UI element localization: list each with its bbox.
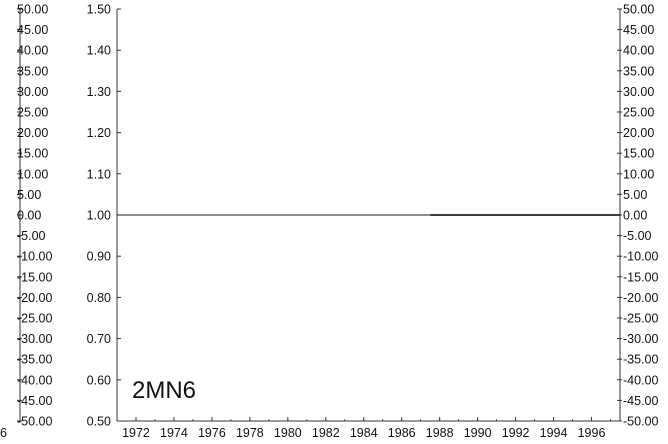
x-tick-label: 1974: [160, 426, 188, 440]
right-tick-label: -10.00: [623, 250, 658, 264]
x-tick-label: 1988: [426, 426, 454, 440]
x-tick-label: 1978: [236, 426, 264, 440]
x-axis: 1972 1974 1976 1978 1980 1982 1984 1986 1988 1990…: [116, 417, 620, 440]
left-outer-tick-label: -20.00: [17, 291, 52, 305]
right-tick-label: 0.00: [623, 209, 647, 223]
left-outer-tick-label: 0.00: [17, 209, 41, 223]
right-tick-label: 15.00: [623, 147, 654, 161]
left-outer-tick-label: 50.00: [17, 3, 48, 17]
left-outer-tick-label: -50.00: [17, 415, 52, 429]
right-tick-label: 45.00: [623, 23, 654, 37]
x-tick-label: 1976: [198, 426, 226, 440]
right-tick-label: 25.00: [623, 106, 654, 120]
left-outer-tick-label: 25.00: [17, 106, 48, 120]
left-outer-tick-label: -10.00: [17, 250, 52, 264]
x-tick-label: 1992: [502, 426, 530, 440]
left-outer-tick-label: 35.00: [17, 64, 48, 78]
right-tick-label: 50.00: [623, 3, 654, 17]
right-tick-label: 20.00: [623, 126, 654, 140]
right-tick-label: 30.00: [623, 85, 654, 99]
right-tick-label: 35.00: [623, 64, 654, 78]
left-inner-tick-label: 1.50: [87, 3, 111, 17]
right-axis: 50.00 45.00 40.00 35.00 30.00 25.00 20.00 15.00…: [617, 3, 658, 429]
right-tick-label: -35.00: [623, 353, 658, 367]
right-tick-label: 40.00: [623, 44, 654, 58]
x-tick-label: 1986: [388, 426, 416, 440]
left-outer-tick-label: 30.00: [17, 85, 48, 99]
left-inner-tick-label: 1.40: [87, 44, 111, 58]
left-outer-tick-label: -25.00: [17, 312, 52, 326]
right-tick-label: -40.00: [623, 373, 658, 387]
edge-glyph: 6: [0, 426, 7, 440]
x-tick-label: 1972: [122, 426, 150, 440]
left-inner-tick-label: 1.00: [87, 209, 111, 223]
left-outer-tick-label: 5.00: [17, 188, 41, 202]
right-tick-label: -45.00: [623, 394, 658, 408]
right-tick-label: 5.00: [623, 188, 647, 202]
left-outer-tick-label: -45.00: [17, 394, 52, 408]
left-inner-tick-label: 0.80: [87, 291, 111, 305]
x-tick-label: 1994: [540, 426, 568, 440]
x-tick-label: 1996: [578, 426, 606, 440]
left-outer-axis: 50.00 45.00 40.00 35.00 30.00 25.00 20.00 15.00…: [17, 3, 52, 429]
left-outer-tick-label: 10.00: [17, 167, 48, 181]
left-outer-tick-label: -15.00: [17, 270, 52, 284]
right-tick-label: -5.00: [623, 229, 652, 243]
left-inner-tick-label: 0.60: [87, 373, 111, 387]
right-tick-label: -50.00: [623, 415, 658, 429]
left-outer-tick-label: 45.00: [17, 23, 48, 37]
left-outer-tick-label: -30.00: [17, 332, 52, 346]
left-outer-tick-label: 20.00: [17, 126, 48, 140]
x-tick-label: 1982: [312, 426, 340, 440]
left-outer-tick-label: 15.00: [17, 147, 48, 161]
right-tick-label: -30.00: [623, 332, 658, 346]
right-tick-label: 10.00: [623, 167, 654, 181]
left-inner-tick-label: 0.90: [87, 250, 111, 264]
right-tick-label: -15.00: [623, 270, 658, 284]
left-outer-tick-label: 40.00: [17, 44, 48, 58]
left-outer-tick-label: -35.00: [17, 353, 52, 367]
left-inner-tick-label: 1.10: [87, 167, 111, 181]
left-outer-tick-label: -40.00: [17, 373, 52, 387]
left-inner-tick-label: 1.20: [87, 126, 111, 140]
x-tick-label: 1984: [350, 426, 378, 440]
right-tick-label: -20.00: [623, 291, 658, 305]
station-label: 2MN6: [132, 377, 196, 404]
left-inner-axis: 1.50 1.40 1.30 1.20 1.10 1.00 0.90 0.80 0.70 0.60…: [87, 3, 121, 429]
left-outer-tick-label: -5.00: [17, 229, 46, 243]
left-inner-tick-label: 0.50: [87, 415, 111, 429]
left-inner-tick-label: 0.70: [87, 332, 111, 346]
left-inner-tick-label: 1.30: [87, 85, 111, 99]
x-tick-label: 1980: [274, 426, 302, 440]
right-tick-label: -25.00: [623, 312, 658, 326]
x-tick-label: 1990: [464, 426, 492, 440]
